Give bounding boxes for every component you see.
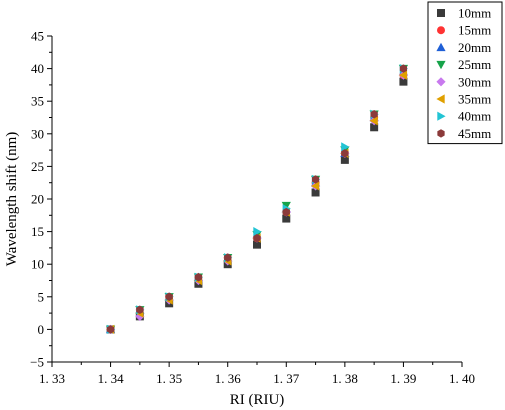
data-point — [370, 110, 378, 119]
data-point — [282, 214, 291, 223]
legend-marker — [436, 94, 445, 104]
data-point — [398, 70, 408, 80]
x-tick-label: 1. 35 — [156, 371, 182, 386]
y-tick-label: 0 — [38, 322, 45, 337]
data-point — [253, 240, 261, 249]
x-axis-title: RI (RIU) — [230, 392, 285, 408]
legend-marker — [437, 111, 446, 121]
x-tick-label: 1. 39 — [390, 371, 416, 386]
series-20mm — [105, 67, 409, 334]
data-point — [106, 325, 115, 334]
x-tick-label: 1. 38 — [332, 371, 358, 386]
x-tick-label: 1. 34 — [98, 371, 125, 386]
y-tick-label: 40 — [31, 61, 44, 76]
y-tick-label: −5 — [30, 355, 44, 370]
x-tick-label: 1. 40 — [449, 371, 475, 386]
data-point — [369, 116, 378, 126]
y-tick-label: 5 — [38, 289, 45, 304]
data-point — [253, 227, 262, 237]
legend-marker — [437, 9, 445, 17]
legend-label: 10mm — [458, 6, 491, 21]
data-point — [399, 64, 408, 73]
data-point — [136, 305, 144, 315]
y-tick-label: 45 — [31, 29, 44, 44]
data-markers — [105, 64, 409, 334]
y-tick-label: 25 — [31, 159, 44, 174]
series-10mm — [106, 77, 408, 334]
series-30mm — [105, 70, 409, 334]
legend-box — [427, 1, 503, 145]
data-point — [281, 201, 291, 211]
axes: 1. 33 1. 34 1. 35 1. 36 1. 37 1. 38 1. 39 1. 40… — [30, 29, 475, 387]
data-point — [399, 77, 408, 86]
legend-marker — [436, 60, 446, 70]
y-tick-label: 35 — [31, 94, 44, 109]
y-tick-label: 30 — [31, 126, 44, 141]
legend-label: 25mm — [458, 57, 491, 72]
legend-label: 35mm — [458, 92, 491, 107]
data-point — [282, 207, 290, 217]
legend-label: 20mm — [458, 40, 491, 55]
legend-label: 40mm — [458, 109, 491, 124]
data-point — [311, 175, 320, 184]
y-tick-label: 15 — [31, 224, 44, 239]
legend-marker — [436, 77, 446, 87]
y-tick-label: 20 — [31, 192, 44, 207]
series-15mm — [106, 71, 408, 334]
y-axis-title: Wavelength shift (nm) — [4, 132, 20, 267]
data-point — [341, 142, 350, 152]
series-45mm — [106, 64, 408, 334]
legend-label: 45mm — [458, 126, 491, 141]
y-tick-label: 10 — [31, 257, 44, 272]
x-tick-label: 1. 36 — [215, 371, 242, 386]
legend-marker — [436, 42, 446, 52]
data-point — [224, 253, 232, 262]
data-point — [370, 123, 379, 132]
data-point — [165, 292, 173, 301]
legend: 10mm 15mm 20mm 25mm 30mm 35mm 40mm 45mm — [427, 1, 503, 145]
data-point — [311, 188, 320, 197]
x-tick-label: 1. 37 — [273, 371, 300, 386]
series-35mm — [105, 70, 408, 334]
legend-marker — [437, 26, 445, 35]
data-point — [310, 181, 320, 191]
legend-marker — [437, 129, 445, 138]
data-point — [341, 149, 349, 158]
data-point — [253, 233, 261, 243]
series-40mm — [106, 64, 409, 334]
series-25mm — [105, 64, 409, 334]
x-tick-label: 1. 33 — [39, 371, 65, 386]
legend-label: 15mm — [458, 23, 491, 38]
data-point — [194, 273, 203, 282]
data-point — [340, 155, 349, 164]
legend-label: 30mm — [458, 74, 491, 89]
